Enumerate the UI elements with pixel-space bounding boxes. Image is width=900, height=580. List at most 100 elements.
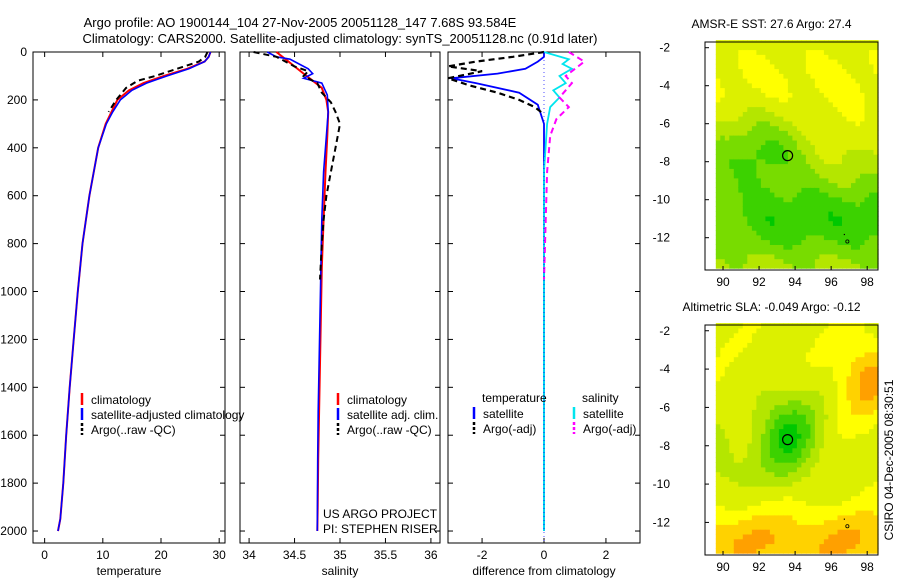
map-cell	[724, 182, 730, 188]
map-cell	[778, 423, 784, 430]
map-cell	[733, 533, 739, 540]
map-cell	[742, 332, 748, 339]
map-cell	[801, 130, 807, 136]
map-cell	[760, 206, 766, 212]
map-cell	[832, 462, 838, 468]
map-cell	[787, 263, 793, 269]
map-cell	[760, 192, 766, 198]
map-cell	[855, 225, 861, 231]
map-cell	[751, 462, 757, 468]
map-cell	[733, 505, 739, 511]
map-cell	[720, 73, 726, 79]
map-cell	[715, 347, 721, 353]
map-cell	[787, 173, 793, 179]
map-cell	[842, 337, 848, 343]
map-cell	[851, 385, 857, 391]
plot-frame	[32, 51, 226, 544]
map-cell	[760, 82, 766, 89]
map-cell	[787, 375, 793, 382]
map-cell	[855, 63, 861, 70]
map-cell	[715, 220, 721, 226]
map-cell	[864, 457, 870, 463]
series-line	[266, 51, 330, 532]
map-cell	[796, 356, 802, 362]
map-cell	[765, 101, 771, 108]
map-cell	[720, 476, 726, 482]
map-cell	[810, 548, 816, 554]
map-cell	[869, 125, 875, 131]
map-cell	[873, 78, 879, 84]
map-cell	[837, 452, 843, 458]
map-cell	[873, 414, 879, 420]
map-cell	[796, 59, 802, 65]
map-cell	[783, 337, 789, 343]
map-cell	[787, 390, 793, 396]
map-cell	[774, 139, 780, 146]
map-cell	[778, 486, 784, 492]
map-cell	[832, 78, 838, 84]
map-cell	[864, 399, 870, 406]
map-cell	[869, 139, 875, 146]
map-cell	[747, 486, 753, 492]
map-cell	[778, 347, 784, 353]
map-cell	[801, 111, 807, 117]
map-cell	[814, 215, 820, 222]
map-cell	[760, 220, 766, 226]
map-cell	[873, 54, 879, 60]
map-cell	[832, 351, 838, 358]
map-cell	[769, 323, 775, 329]
map-cell	[733, 130, 739, 136]
map-cell	[756, 63, 762, 70]
map-cell	[823, 548, 829, 554]
map-cell	[842, 163, 848, 169]
map-cell	[760, 452, 766, 458]
map-cell	[864, 510, 870, 516]
map-cell	[851, 234, 857, 241]
y-tick-label: -4	[659, 79, 670, 93]
map-cell	[792, 253, 798, 260]
map-cell	[842, 481, 848, 487]
map-cell	[869, 423, 875, 430]
map-cell	[751, 258, 757, 264]
map-cell	[792, 543, 798, 549]
map-cell	[765, 258, 771, 264]
map-cell	[823, 97, 829, 103]
map-cell	[851, 462, 857, 468]
map-cell	[873, 351, 879, 358]
map-cell	[796, 44, 802, 51]
map-cell	[801, 120, 807, 127]
map-cell	[760, 163, 766, 169]
map-cell	[783, 428, 789, 434]
map-cell	[733, 519, 739, 525]
map-cell	[756, 500, 762, 506]
map-cell	[832, 111, 838, 117]
map-cell	[819, 139, 825, 146]
map-cell	[747, 538, 753, 545]
map-cell	[720, 130, 726, 136]
map-cell	[846, 519, 852, 525]
map-cell	[738, 380, 744, 386]
map-cell	[742, 514, 748, 521]
map-cell	[774, 533, 780, 540]
map-cell	[778, 481, 784, 487]
map-cell	[846, 347, 852, 353]
map-cell	[769, 438, 775, 444]
map-cell	[796, 101, 802, 108]
map-cell	[810, 505, 816, 511]
map-cell	[787, 44, 793, 51]
map-cell	[747, 524, 753, 530]
map-cell	[769, 395, 775, 401]
map-cell	[792, 244, 798, 250]
map-cell	[769, 125, 775, 131]
map-cell	[832, 44, 838, 51]
map-cell	[860, 524, 866, 530]
map-cell	[814, 337, 820, 343]
map-cell	[742, 327, 748, 334]
map-cell	[774, 361, 780, 367]
map-cell	[851, 120, 857, 127]
map-cell	[729, 253, 735, 260]
map-cell	[747, 230, 753, 236]
map-cell	[873, 106, 879, 112]
map-cell	[724, 220, 730, 226]
map-cell	[747, 163, 753, 169]
